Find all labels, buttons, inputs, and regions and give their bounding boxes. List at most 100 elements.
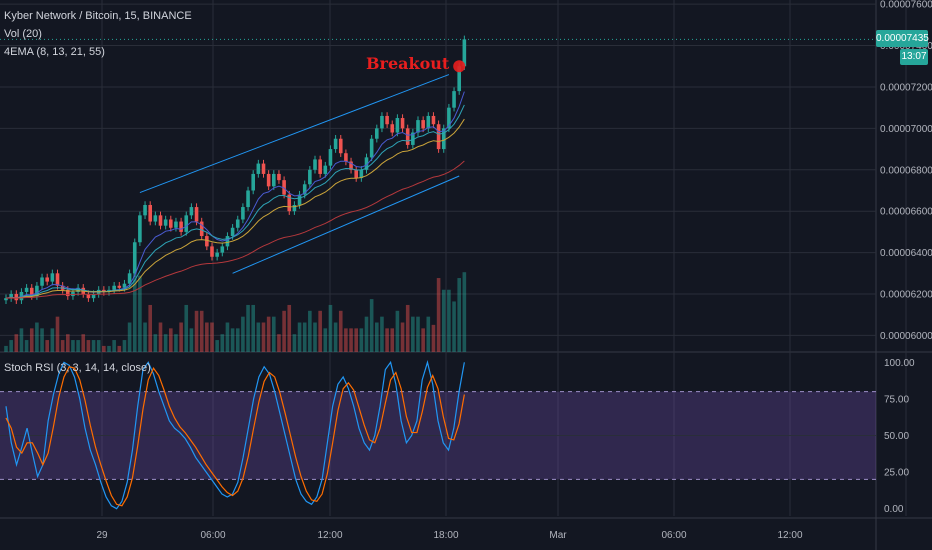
candle-body bbox=[441, 128, 446, 150]
volume-bar bbox=[184, 304, 189, 352]
volume-bar bbox=[117, 345, 122, 352]
ema-8-line bbox=[5, 91, 465, 299]
channel-lower-line bbox=[232, 175, 460, 274]
candle-body bbox=[235, 219, 240, 228]
candle-body bbox=[230, 227, 235, 237]
volume-bar bbox=[313, 322, 317, 352]
last-price-value: 0.00007435 bbox=[876, 33, 929, 44]
volume-bar bbox=[45, 340, 49, 352]
y-tick-label: 0.00007200 bbox=[880, 82, 932, 93]
volume-bar bbox=[400, 322, 405, 352]
volume-bar bbox=[35, 322, 39, 352]
volume-bar bbox=[426, 316, 431, 352]
volume-bar bbox=[452, 301, 456, 352]
volume-bar bbox=[19, 328, 24, 352]
candle-body bbox=[328, 149, 333, 166]
volume-bar bbox=[205, 322, 209, 352]
candle-body bbox=[117, 285, 122, 288]
candle-body bbox=[112, 285, 116, 290]
volume-bar bbox=[215, 340, 219, 352]
x-tick-label: 06:00 bbox=[200, 530, 225, 541]
candle-body bbox=[158, 215, 163, 226]
candle-body bbox=[457, 66, 461, 92]
volume-bar bbox=[297, 322, 302, 352]
candle-body bbox=[35, 285, 39, 297]
candle-body bbox=[9, 294, 13, 299]
x-tick-label: 29 bbox=[96, 530, 108, 541]
candle-body bbox=[174, 221, 178, 228]
candle-body bbox=[14, 294, 19, 301]
candle-body bbox=[436, 124, 441, 150]
candle-body bbox=[148, 204, 152, 222]
volume-bar bbox=[266, 316, 271, 352]
y-tick-label: 0.00006000 bbox=[880, 331, 932, 342]
candle-body bbox=[411, 132, 415, 145]
candle-body bbox=[184, 215, 189, 232]
candle-body bbox=[297, 194, 302, 205]
volume-bar bbox=[246, 304, 250, 352]
volume-bar bbox=[76, 340, 80, 352]
volume-bar bbox=[328, 304, 333, 352]
volume-bar bbox=[462, 272, 467, 352]
candle-body bbox=[302, 184, 307, 195]
candle-body bbox=[215, 252, 219, 257]
candle-body bbox=[199, 221, 204, 237]
candle-body bbox=[55, 273, 60, 286]
volume-bar bbox=[148, 304, 152, 352]
y-tick-label: 0.00006800 bbox=[880, 165, 932, 176]
volume-bar bbox=[210, 322, 214, 352]
volume-bar bbox=[143, 322, 147, 352]
ema-indicator-label: 4EMA (8, 13, 21, 55) bbox=[4, 46, 105, 58]
volume-bar bbox=[9, 340, 13, 352]
volume-bar bbox=[287, 304, 292, 352]
candle-body bbox=[416, 120, 420, 133]
candle-body bbox=[29, 287, 34, 297]
candle-body bbox=[50, 273, 55, 282]
candle-body bbox=[333, 138, 338, 150]
candle-body bbox=[169, 219, 173, 228]
volume-bar bbox=[66, 334, 70, 352]
candle-body bbox=[375, 128, 379, 139]
stoch-rsi-d-line bbox=[5, 366, 465, 507]
volume-bar bbox=[277, 334, 281, 352]
volume-bar bbox=[50, 328, 55, 352]
volume-bar bbox=[107, 345, 111, 352]
x-tick-label: 18:00 bbox=[433, 530, 458, 541]
stoch-rsi-k-line bbox=[5, 360, 465, 510]
x-tick-label: Mar bbox=[549, 530, 567, 541]
volume-bar bbox=[112, 340, 116, 352]
candle-body bbox=[380, 115, 384, 129]
channel-upper-line bbox=[139, 74, 450, 194]
candle-body bbox=[163, 219, 168, 226]
candle-body bbox=[452, 91, 456, 108]
breakout-marker bbox=[453, 60, 466, 73]
volume-bar bbox=[4, 345, 8, 352]
volume-bar bbox=[436, 278, 441, 352]
volume-bar bbox=[189, 328, 194, 352]
candle-body bbox=[364, 157, 369, 170]
volume-bar bbox=[338, 310, 343, 352]
candle-body bbox=[277, 173, 281, 181]
x-tick-label: 12:00 bbox=[777, 530, 802, 541]
candle-body bbox=[385, 115, 389, 125]
candle-body bbox=[220, 246, 225, 253]
candle-body bbox=[40, 277, 44, 286]
y-tick-label: 0.00006400 bbox=[880, 248, 932, 259]
x-tick-label: 12:00 bbox=[317, 530, 342, 541]
volume-bar bbox=[71, 340, 75, 352]
volume-bar bbox=[380, 316, 384, 352]
rsi-tick-label: 100.00 bbox=[884, 358, 915, 369]
volume-bar bbox=[169, 328, 173, 352]
candle-body bbox=[426, 115, 431, 129]
volume-bar bbox=[302, 322, 307, 352]
candle-body bbox=[256, 163, 261, 174]
volume-bar bbox=[457, 278, 461, 352]
volume-bar bbox=[60, 340, 65, 352]
volume-bar bbox=[230, 328, 235, 352]
candle-body bbox=[76, 287, 80, 292]
candle-body bbox=[241, 207, 245, 220]
stoch-rsi-label: Stoch RSI (3, 3, 14, 14, close) bbox=[4, 362, 151, 374]
volume-bar bbox=[282, 310, 286, 352]
volume-bar bbox=[411, 316, 415, 352]
